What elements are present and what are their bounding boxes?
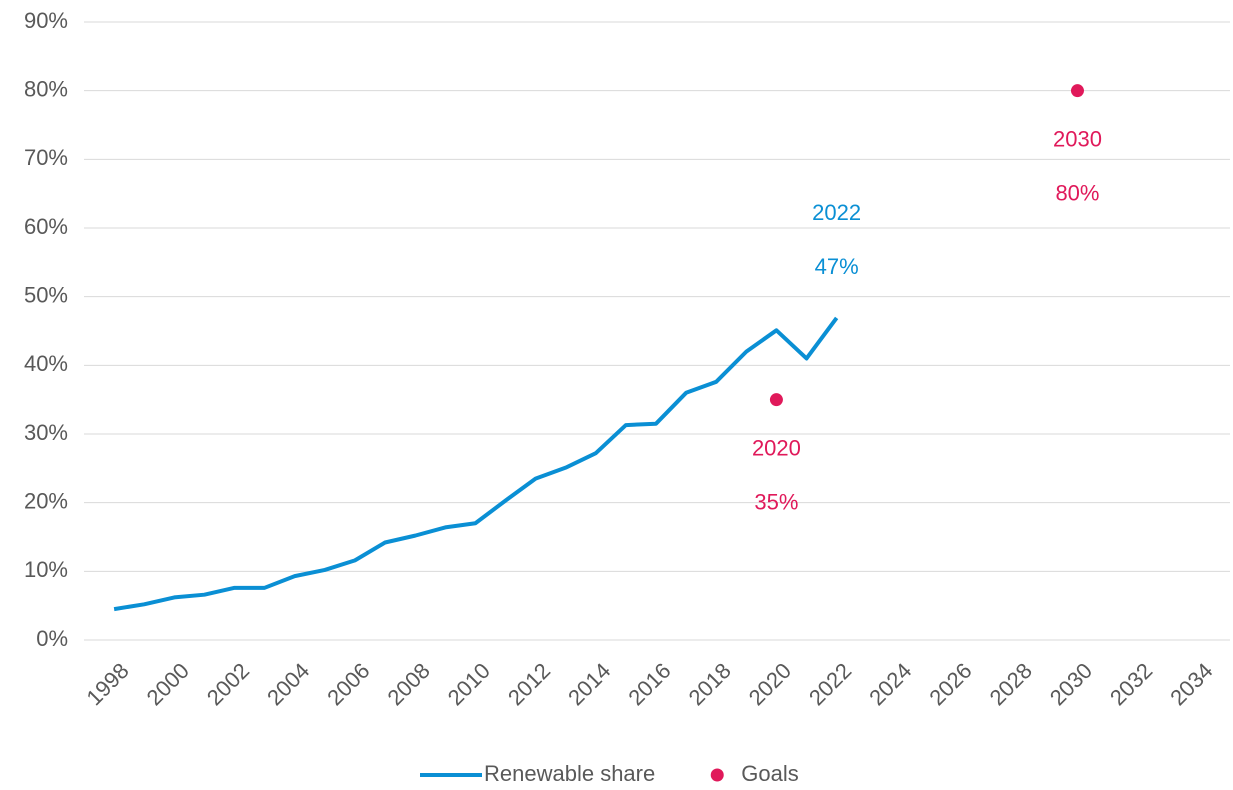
y-tick-label: 20%	[24, 488, 68, 513]
x-tick-label: 2014	[563, 658, 615, 710]
x-tick-label: 2032	[1105, 658, 1157, 710]
annotation: 2030	[1053, 126, 1102, 151]
y-tick-label: 50%	[24, 282, 68, 307]
x-tick-label: 2018	[684, 658, 736, 710]
x-tick-label: 2024	[864, 658, 916, 710]
point	[769, 393, 783, 407]
x-tick-label: 2002	[202, 658, 254, 710]
x-tick-label: 2022	[804, 658, 856, 710]
annotation: 35%	[754, 489, 798, 514]
y-tick-label: 80%	[24, 76, 68, 101]
x-tick-label: 2012	[503, 658, 555, 710]
x-tick-label: 2028	[985, 658, 1037, 710]
y-tick-label: 0%	[36, 626, 68, 651]
y-tick-label: 60%	[24, 214, 68, 239]
legend-label: Renewable share	[484, 761, 655, 786]
y-tick-label: 40%	[24, 351, 68, 376]
annotation: 2022	[812, 200, 861, 225]
y-tick-label: 90%	[24, 8, 68, 33]
line	[113, 316, 839, 612]
x-tick-label: 2020	[744, 658, 796, 710]
y-tick-label: 30%	[24, 420, 68, 445]
x-tick-label: 1998	[81, 658, 133, 710]
point	[1070, 84, 1084, 98]
x-tick-label: 2034	[1165, 658, 1217, 710]
x-tick-label: 2030	[1045, 658, 1097, 710]
x-tick-label: 2000	[142, 658, 194, 710]
annotation: 47%	[815, 254, 859, 279]
legend-label: Goals	[741, 761, 798, 786]
annotation: 80%	[1055, 180, 1099, 205]
x-tick-label: 2010	[443, 658, 495, 710]
y-tick-label: 10%	[24, 557, 68, 582]
x-tick-label: 2016	[623, 658, 675, 710]
legend-swatch	[710, 768, 724, 782]
y-tick-label: 70%	[24, 145, 68, 170]
x-tick-label: 2004	[262, 658, 314, 710]
x-tick-label: 2026	[924, 658, 976, 710]
x-tick-label: 2006	[322, 658, 374, 710]
annotation: 2020	[752, 435, 801, 460]
x-tick-label: 2008	[383, 658, 435, 710]
